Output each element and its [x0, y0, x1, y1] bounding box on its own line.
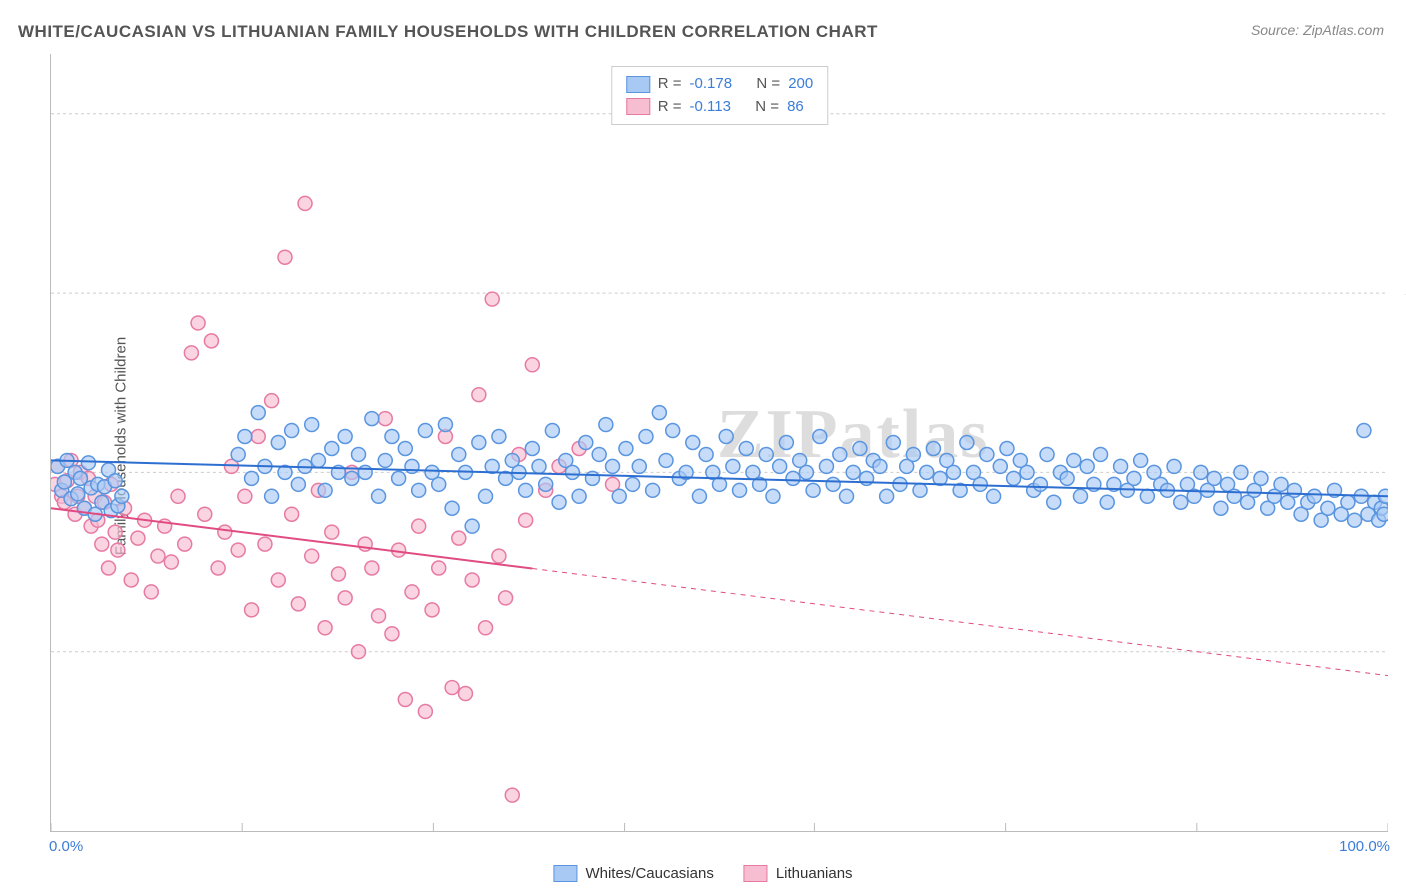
legend-stats-row: R = -0.178 N = 200 — [626, 73, 813, 96]
legend-label: Whites/Caucasians — [585, 865, 713, 882]
r-label: R = — [658, 73, 682, 96]
r-value: -0.178 — [690, 73, 733, 96]
legend-swatch-blue — [626, 76, 650, 93]
chart-title: WHITE/CAUCASIAN VS LITHUANIAN FAMILY HOU… — [18, 22, 878, 42]
legend-label: Lithuanians — [776, 865, 853, 882]
r-value: -0.113 — [690, 96, 731, 119]
r-label: R = — [658, 96, 682, 119]
plot-svg — [51, 54, 1388, 831]
plot-area: ZIPatlas R = -0.178 N = 200 R = -0.113 N… — [50, 54, 1388, 832]
x-tick-right: 100.0% — [1339, 838, 1390, 855]
source-label: Source: ZipAtlas.com — [1251, 22, 1384, 38]
legend-stats-row: R = -0.113 N = 86 — [626, 96, 813, 119]
legend-swatch-blue — [553, 865, 577, 882]
legend-stats: R = -0.178 N = 200 R = -0.113 N = 86 — [611, 66, 828, 125]
n-value: 86 — [787, 96, 804, 119]
n-label: N = — [756, 73, 780, 96]
x-tick-left: 0.0% — [49, 838, 83, 855]
legend-series: Whites/Caucasians Lithuanians — [553, 865, 852, 882]
n-label: N = — [755, 96, 779, 119]
legend-item: Whites/Caucasians — [553, 865, 713, 882]
legend-item: Lithuanians — [744, 865, 853, 882]
legend-swatch-pink — [744, 865, 768, 882]
n-value: 200 — [788, 73, 813, 96]
chart-container: WHITE/CAUCASIAN VS LITHUANIAN FAMILY HOU… — [0, 0, 1406, 892]
legend-swatch-pink — [626, 98, 650, 115]
